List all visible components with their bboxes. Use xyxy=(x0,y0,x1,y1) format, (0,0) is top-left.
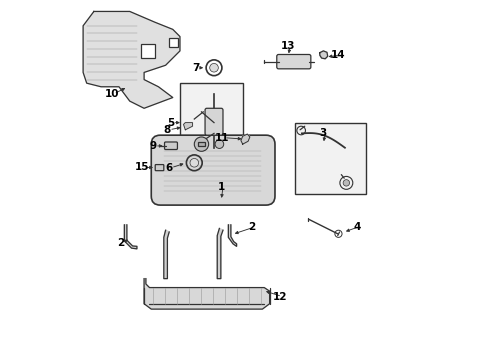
FancyBboxPatch shape xyxy=(151,135,274,205)
Text: 1: 1 xyxy=(217,182,224,192)
Text: 8: 8 xyxy=(163,125,171,135)
Circle shape xyxy=(194,137,208,151)
Bar xyxy=(169,39,178,47)
Polygon shape xyxy=(228,225,236,246)
FancyBboxPatch shape xyxy=(204,108,223,135)
Polygon shape xyxy=(319,51,327,59)
Text: 10: 10 xyxy=(104,89,119,99)
Bar xyxy=(140,44,155,58)
Polygon shape xyxy=(241,134,249,144)
Circle shape xyxy=(190,158,198,167)
Polygon shape xyxy=(124,225,137,249)
Polygon shape xyxy=(144,279,269,309)
Circle shape xyxy=(215,140,223,148)
Polygon shape xyxy=(183,123,192,130)
Bar xyxy=(198,141,204,146)
Circle shape xyxy=(343,180,349,186)
Text: 11: 11 xyxy=(215,133,229,143)
Text: 6: 6 xyxy=(165,163,172,173)
FancyBboxPatch shape xyxy=(155,165,163,171)
Text: 7: 7 xyxy=(192,63,200,73)
Text: 4: 4 xyxy=(353,222,361,231)
Text: 2: 2 xyxy=(117,238,124,248)
Text: 14: 14 xyxy=(330,50,345,60)
Polygon shape xyxy=(217,228,223,279)
Bar xyxy=(180,83,242,157)
Bar xyxy=(294,123,366,194)
FancyBboxPatch shape xyxy=(164,142,177,149)
Text: 12: 12 xyxy=(273,292,287,302)
Text: 9: 9 xyxy=(149,141,156,151)
Circle shape xyxy=(209,63,218,72)
Polygon shape xyxy=(163,230,169,279)
Text: 15: 15 xyxy=(134,162,148,172)
Text: 2: 2 xyxy=(247,222,255,232)
Text: 3: 3 xyxy=(319,128,326,138)
Polygon shape xyxy=(83,12,180,108)
Text: 13: 13 xyxy=(281,41,295,51)
Text: 5: 5 xyxy=(167,118,174,128)
FancyBboxPatch shape xyxy=(276,54,310,69)
